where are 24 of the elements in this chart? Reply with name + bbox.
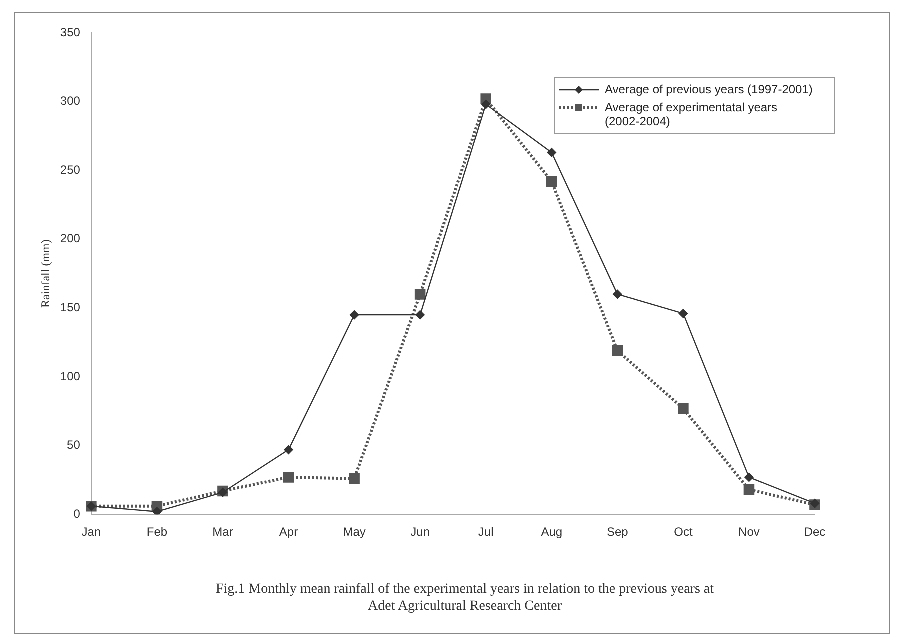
x-tick-label: Mar [212,525,234,540]
legend-label: Average of experimentatal years (2002-2004) [605,100,778,128]
x-tick-label: Aug [541,525,563,540]
y-axis-title: Rainfall (mm) [38,240,52,308]
text: Fig.1 Monthly mean rainfall of the experimental years in relation to the previous years at Adet Agricultural Research Center [214,581,716,615]
y-tick-label: 250 [60,162,81,177]
x-tick-label: Jul [478,525,494,540]
x-tick-label: May [343,525,366,540]
legend-label: Average of previous years (1997-2001) [605,82,813,96]
y-tick-label: 0 [74,506,81,521]
x-tick-label: Oct [674,525,694,540]
y-tick-label: 350 [60,25,81,40]
y-tick-label: 150 [60,300,81,315]
y-tick-label: 50 [67,438,81,452]
y-tick-label: 300 [60,94,81,108]
y-tick-label: 200 [60,232,81,246]
x-tick-label: Jun [410,525,430,540]
x-tick-label: Dec [804,525,826,540]
x-tick-label: Nov [738,525,760,540]
x-tick-label: Apr [279,525,298,540]
y-tick-label: 100 [60,369,81,384]
x-tick-label: Feb [146,525,168,540]
x-tick-label: Jan [82,525,102,540]
x-tick-label: Sep [606,525,629,540]
